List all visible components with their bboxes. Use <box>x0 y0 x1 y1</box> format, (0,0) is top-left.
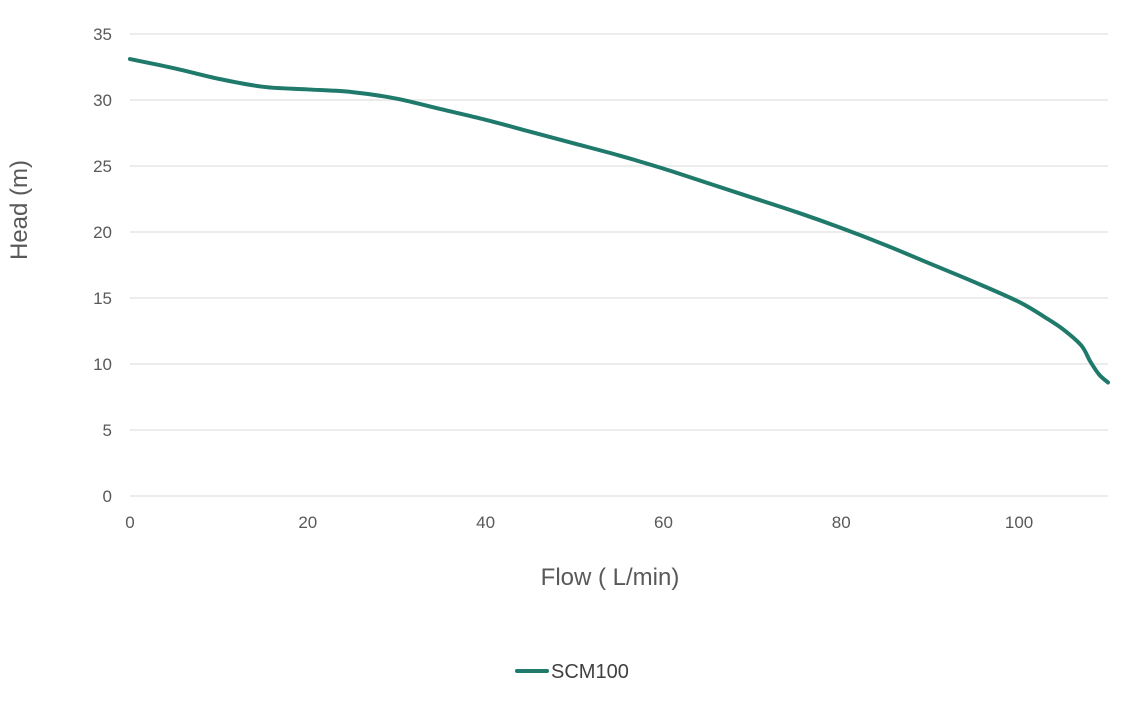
x-tick-label: 20 <box>298 513 317 532</box>
y-tick-label: 35 <box>93 25 112 44</box>
y-tick-label: 20 <box>93 223 112 242</box>
y-axis-title: Head (m) <box>6 160 33 260</box>
y-tick-label: 30 <box>93 91 112 110</box>
x-tick-label: 80 <box>832 513 851 532</box>
gridlines <box>130 33 1108 497</box>
y-tick-label: 15 <box>93 289 112 308</box>
x-tick-label: 100 <box>1005 513 1033 532</box>
legend-label-scm100: SCM100 <box>551 661 629 683</box>
x-axis-title: Flow ( L/min) <box>541 564 680 591</box>
y-tick-label: 25 <box>93 157 112 176</box>
y-tick-label: 0 <box>103 487 112 506</box>
y-tick-label: 5 <box>103 421 112 440</box>
x-tick-label: 60 <box>654 513 673 532</box>
x-axis-ticks: 0 20 40 60 80 100 <box>125 513 1033 532</box>
y-axis-ticks: 0 5 10 15 20 25 30 35 <box>93 25 112 506</box>
legend: SCM100 <box>515 661 629 683</box>
x-tick-label: 40 <box>476 513 495 532</box>
series-line-scm100 <box>128 57 1110 385</box>
y-tick-label: 10 <box>93 355 112 374</box>
x-tick-label: 0 <box>125 513 134 532</box>
series-group <box>128 57 1110 385</box>
